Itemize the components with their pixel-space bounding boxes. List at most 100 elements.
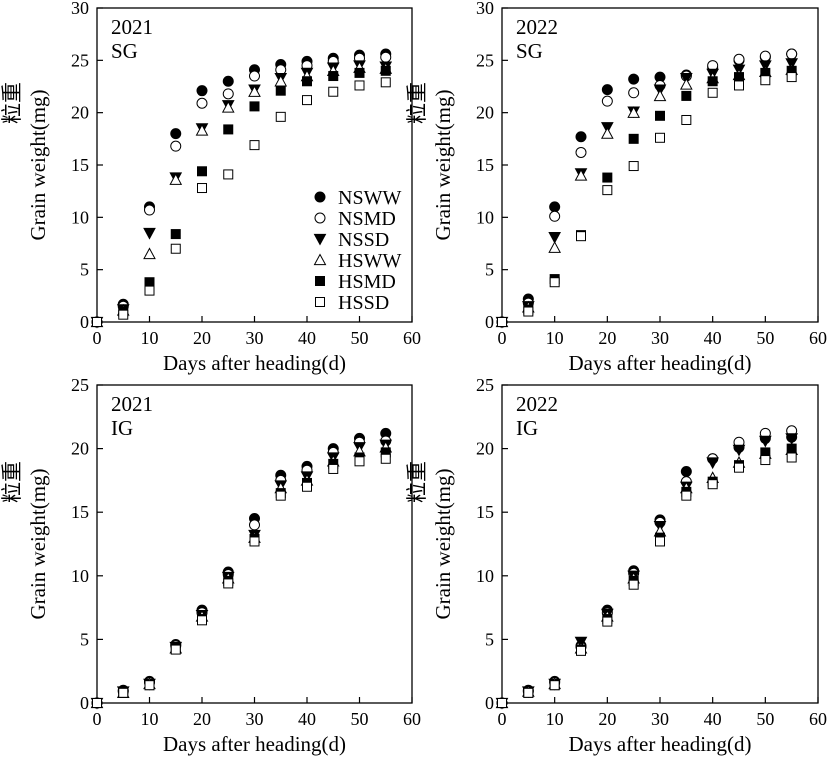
data-point (758, 435, 772, 448)
legend-label: HSSD (338, 292, 389, 314)
data-point (601, 84, 613, 96)
data-point (170, 140, 182, 152)
data-point (733, 53, 745, 65)
data-point (249, 519, 260, 531)
x-axis-label: Days after heading(d) (163, 351, 346, 375)
x-tick-label: 10 (546, 709, 564, 729)
series-nssd (495, 433, 799, 710)
x-tick-label: 20 (193, 709, 211, 729)
x-axis-label: Days after heading(d) (568, 351, 751, 375)
data-point (249, 101, 260, 112)
panel-title-line: IG (111, 416, 133, 440)
legend-marker (315, 297, 325, 307)
data-point (380, 65, 391, 76)
data-point (707, 87, 718, 98)
series-nsww (496, 48, 798, 328)
x-tick-label: 40 (704, 709, 722, 729)
data-point (680, 465, 692, 477)
series-nsmd (496, 48, 798, 328)
data-point (628, 87, 640, 99)
legend-label: HSWW (338, 250, 401, 272)
data-point (195, 123, 209, 136)
y-axis-label: Grain weight(mg) (26, 468, 50, 619)
x-tick-label: 10 (141, 709, 159, 729)
series-nsmd (91, 435, 392, 709)
legend-marker (314, 191, 326, 203)
legend-label: HSMD (338, 271, 396, 293)
x-tick-label: 30 (651, 328, 669, 348)
x-tick-label: 60 (809, 328, 827, 348)
data-point (655, 110, 665, 121)
data-point (170, 243, 181, 254)
data-point (223, 578, 234, 589)
y-tick-label: 15 (476, 502, 494, 522)
data-point (576, 645, 586, 656)
x-tick-label: 60 (403, 709, 421, 729)
y-tick-label: 20 (71, 103, 89, 123)
chart-panel-2: 0 10 20 30 40 50 60 0 5 10 15 20 25 30 Days after head… (405, 0, 827, 375)
data-point (627, 106, 641, 118)
series-hsww (90, 440, 393, 709)
data-point (575, 131, 587, 143)
data-point (734, 80, 744, 91)
y-tick-label: 5 (80, 629, 89, 649)
data-point (681, 90, 692, 101)
data-point (549, 201, 561, 213)
data-point (679, 77, 693, 90)
data-point (221, 100, 235, 113)
x-axis-label: Days after heading(d) (568, 732, 751, 756)
y-tick-label: 0 (485, 312, 494, 332)
y-tick-label: 10 (476, 566, 494, 586)
data-point (223, 124, 234, 135)
data-point (354, 80, 365, 91)
legend-label: NSSD (338, 229, 389, 251)
y-axis-label: Grain weight(mg) (431, 89, 455, 240)
series-hssd (497, 452, 797, 708)
data-point (548, 232, 562, 244)
panel-title-line: SG (516, 39, 543, 63)
data-point (249, 536, 260, 547)
data-point (655, 536, 665, 547)
y-tick-label: 25 (476, 375, 494, 395)
data-point (118, 687, 129, 698)
series-nsmd (496, 425, 798, 709)
panel-title-line: 2022 (516, 15, 558, 39)
data-point (354, 456, 365, 467)
y-tick-label: 30 (71, 0, 89, 18)
x-tick-label: 60 (809, 709, 827, 729)
x-tick-label: 50 (756, 709, 774, 729)
x-tick-label: 10 (141, 328, 159, 348)
data-point (275, 85, 286, 96)
data-point (628, 579, 639, 590)
series-hsmd (497, 65, 797, 327)
panel-title-line: SG (111, 39, 138, 63)
data-point (655, 132, 665, 143)
panel-title-line: 2021 (111, 15, 153, 39)
data-point (732, 444, 746, 457)
series-nssd (495, 58, 799, 329)
data-point (223, 169, 234, 180)
data-point (170, 128, 182, 140)
legend-marker (313, 253, 327, 266)
data-point (760, 455, 771, 466)
y-tick-label: 25 (476, 50, 494, 70)
data-point (653, 89, 667, 102)
x-tick-label: 0 (93, 709, 102, 729)
data-point (548, 241, 562, 253)
data-point (681, 114, 692, 125)
series-hssd (497, 72, 797, 327)
data-point (601, 95, 613, 107)
data-point (248, 85, 261, 97)
data-point (600, 127, 614, 139)
data-point (497, 317, 507, 327)
data-point (575, 146, 587, 158)
y-tick-label: 20 (71, 439, 89, 459)
y-axis-label: Grain weight(mg) (431, 468, 455, 619)
y-tick-label: 0 (485, 693, 494, 713)
data-point (574, 168, 588, 181)
y-axis-label-cn: 粒重 (405, 82, 429, 124)
data-point (275, 490, 286, 501)
y-axis-label-cn: 粒重 (0, 82, 24, 124)
data-point (275, 111, 286, 122)
y-tick-label: 25 (71, 50, 89, 70)
